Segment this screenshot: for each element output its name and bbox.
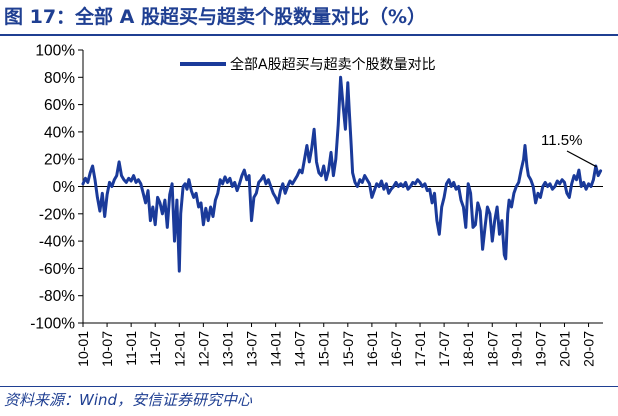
annotation: 11.5% [541,132,597,168]
series-line-overbought-oversold [81,75,603,273]
footer-divider [0,386,618,387]
annotation-leader [566,150,597,168]
x-tick-label: 13-01 [219,331,235,367]
x-tick-labels: 10-01 10-07 11-01 11-07 12-01 12-07 13-01 13-07… [75,331,597,367]
x-tick-label: 16-07 [388,331,404,367]
y-tick-label: 40% [44,124,75,141]
x-tick-label: 14-01 [268,331,284,367]
x-tick-label: 19-07 [532,331,548,367]
x-tick-label: 12-07 [195,331,211,367]
y-tick-label: 100% [35,43,75,60]
x-tick-label: 14-07 [292,331,308,367]
x-tick-label: 20-07 [581,331,597,367]
figure-title: 图 17：全部 A 股超买与超卖个股数量对比（%） [4,6,427,28]
x-tick-label: 18-01 [460,331,476,367]
y-tick-label: 80% [44,70,75,87]
y-tick-label: -20% [39,206,75,223]
x-tick-label: 11-01 [123,331,139,366]
x-tick-label: 10-01 [75,331,91,367]
x-tick-label: 16-01 [364,331,380,367]
annotation-label: 11.5% [541,132,582,149]
y-tick-labels: -100% -80% -60% -40% -20% 0% 20% 40% 60% 80% 100% [30,43,75,333]
x-tick-label: 13-07 [244,331,260,367]
legend: 全部A股超买与超卖个股数量对比 [180,56,436,73]
x-tick-label: 11-07 [147,331,163,366]
y-tick-label: -100% [30,316,75,333]
x-tick-label: 18-07 [484,331,500,367]
x-tick-label: 15-01 [316,331,332,367]
series-layer [81,75,603,273]
y-tick-label: 0% [53,179,76,196]
y-tick-label: -40% [39,234,75,251]
title-divider [0,34,618,36]
y-tick-label: 60% [44,97,75,114]
x-tick-label: 17-07 [436,331,452,367]
x-tick-label: 17-01 [412,331,428,367]
x-tick-label: 12-01 [171,331,187,367]
y-tick-label: 20% [44,152,75,169]
line-chart: -100%-80%-60%-40%-20%0%20%40%60%80%100% … [30,43,603,367]
y-tick-label: -60% [39,261,75,278]
x-tick-label: 20-01 [556,331,572,367]
x-tick-label: 15-07 [340,331,356,367]
legend-label: 全部A股超买与超卖个股数量对比 [230,56,436,73]
x-tick-label: 19-01 [508,331,524,367]
source-note: 资料来源：Wind，安信证券研究中心 [4,391,253,409]
y-tick-label: -80% [39,288,75,305]
x-tick-label: 10-07 [99,331,115,367]
